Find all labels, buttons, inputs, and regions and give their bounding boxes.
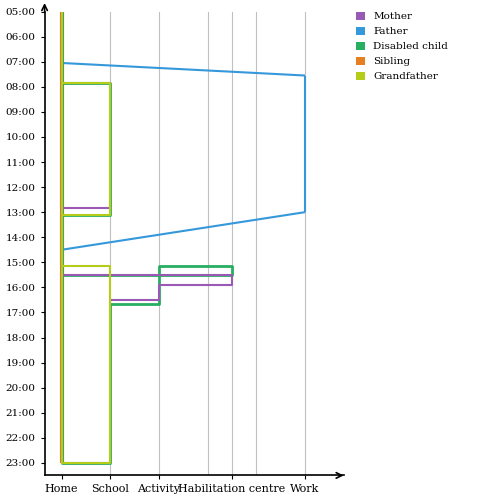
Legend: Mother, Father, Disabled child, Sibling, Grandfather: Mother, Father, Disabled child, Sibling,…	[351, 8, 452, 86]
